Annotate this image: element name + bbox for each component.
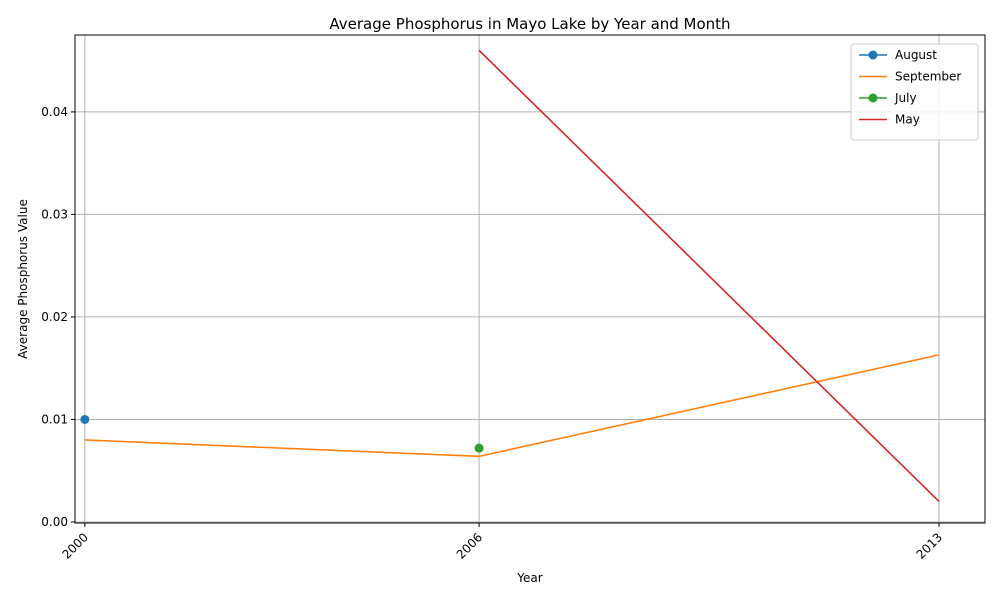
y-axis-label: Average Phosphorus Value — [16, 199, 30, 359]
legend-box — [850, 43, 979, 141]
series-layer — [80, 49, 940, 503]
x-axis-label: Year — [516, 571, 542, 585]
y-tick-label: 0.04 — [41, 105, 68, 119]
y-tick-label: 0.02 — [41, 310, 68, 324]
legend-marker-july — [868, 93, 878, 103]
data-point-august — [80, 414, 90, 424]
chart-title: Average Phosphorus in Mayo Lake by Year … — [329, 15, 730, 33]
y-tick-label: 0.01 — [41, 412, 68, 426]
legend-label-september: September — [895, 70, 961, 84]
legend-marker-august — [868, 50, 878, 60]
legend-label-may: May — [895, 113, 920, 127]
data-point-july — [474, 443, 484, 453]
legend-label-july: July — [894, 91, 917, 105]
plot-frame — [74, 34, 986, 524]
series-line-may — [478, 49, 940, 503]
y-tick-label: 0.03 — [41, 207, 68, 221]
y-tick-label: 0.00 — [41, 515, 68, 529]
legend: August September July May — [850, 43, 979, 141]
legend-label-august: August — [895, 48, 937, 62]
series-line-september — [84, 354, 940, 458]
